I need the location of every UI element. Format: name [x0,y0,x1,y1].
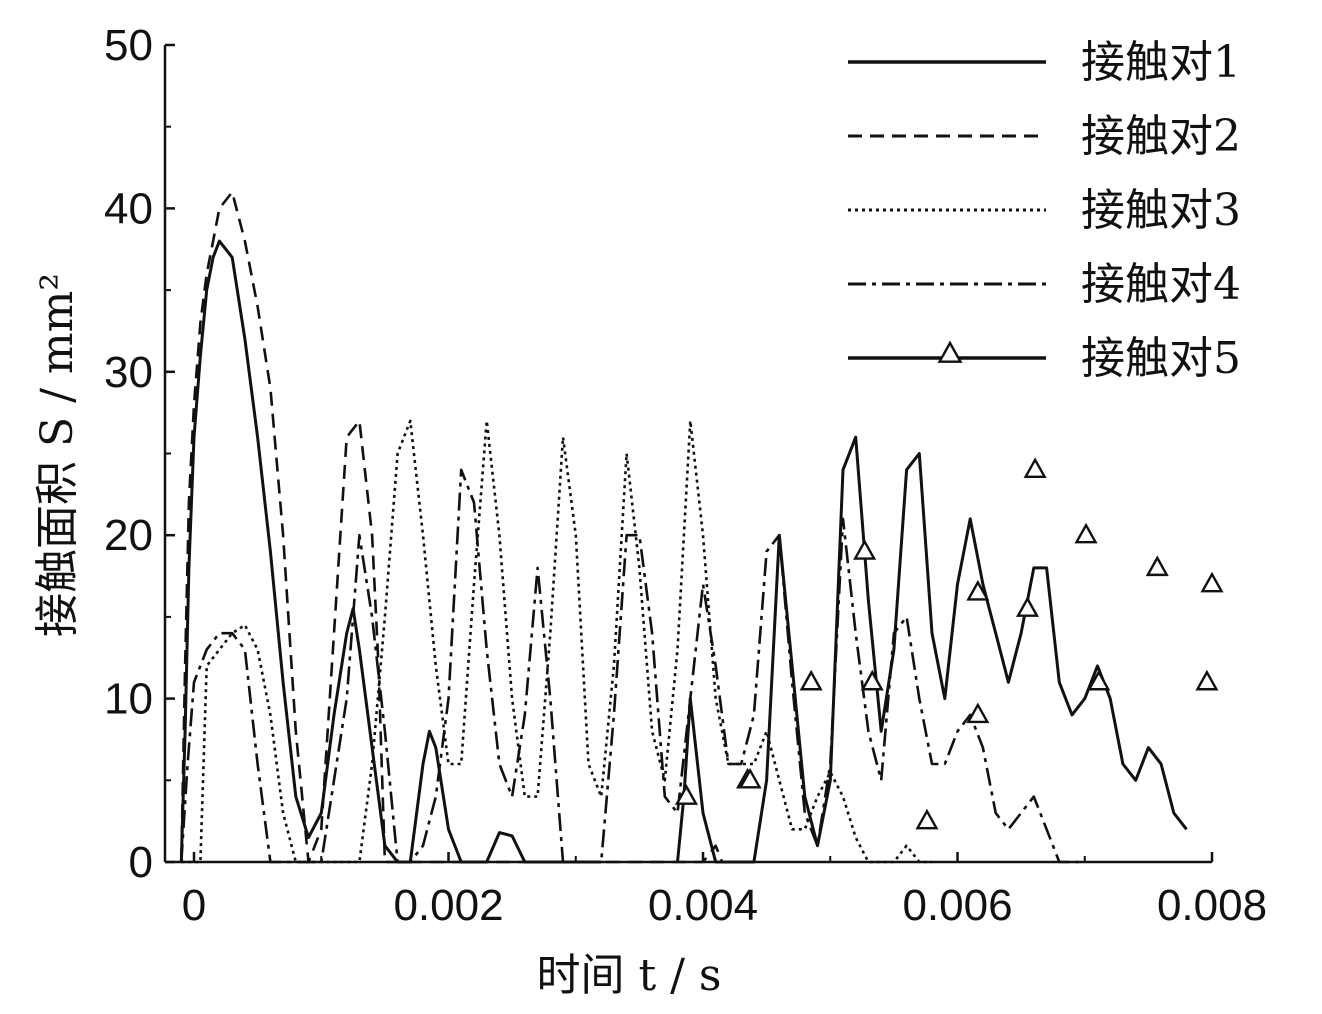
y-tick-label: 50 [104,21,153,70]
legend-marker-5 [937,340,963,363]
x-tick-label: 0.002 [393,881,503,930]
series-line-5 [676,435,1188,864]
series-5-marker [966,702,990,724]
y-tick-label: 30 [104,348,153,397]
series-5-marker [674,784,699,805]
series-5-marker [1015,596,1040,617]
axes: 0 10 20 30 40 50 0 0.002 0.004 0.006 0.008 [104,21,1267,930]
series-5-marker [966,579,990,601]
x-tick-label: 0.008 [1157,881,1267,930]
series-5-marker [915,808,939,830]
legend-label-4: 接触对4 [1081,259,1241,310]
x-tick-label: 0.006 [902,881,1012,930]
y-tick-label: 40 [104,184,153,233]
series-5-marker [1200,571,1224,593]
series-5-marker [1074,522,1098,544]
legend-label-1: 接触对1 [1081,37,1241,88]
y-axis-title: 接触面积 S / mm² [32,273,83,637]
series-5-marker [1195,669,1219,691]
legend: 接触对1 接触对2 接触对3 接触对4 接触对5 [848,37,1241,384]
series-5-marker [853,539,877,560]
series-line-1 [179,239,602,864]
series-5-marker [799,669,823,691]
x-tick-label: 0.004 [648,881,758,930]
series-5-marker [1023,457,1047,479]
series-line-2 [180,190,724,864]
series-5-marker [860,669,884,691]
series-5-marker [1145,555,1169,577]
plot-area [179,190,1224,864]
y-tick-label: 10 [104,675,153,724]
series-5-marker [738,767,762,789]
legend-label-2: 接触对2 [1081,111,1241,162]
y-tick-label: 20 [104,511,153,560]
x-axis-title: 时间 t / s [536,950,721,1001]
series-5-marker [1087,669,1111,691]
y-tick-label: 0 [129,838,153,887]
legend-label-5: 接触对5 [1081,333,1241,384]
legend-label-3: 接触对3 [1081,185,1241,236]
x-tick-label: 0 [182,881,206,930]
